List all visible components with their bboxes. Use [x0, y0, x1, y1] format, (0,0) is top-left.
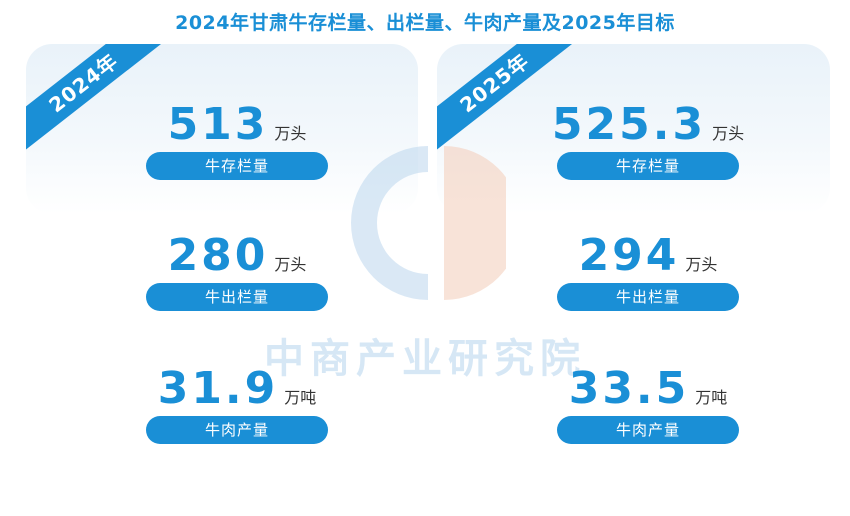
metric-value-line: 294 万头 [548, 230, 748, 281]
metric-label-pill: 牛肉产量 [557, 416, 739, 444]
metric-value: 280 [167, 230, 269, 281]
metric-2025-slaughter: 294 万头 牛出栏量 [548, 230, 748, 311]
metric-value-line: 280 万头 [137, 230, 337, 281]
metric-unit: 万头 [274, 124, 307, 143]
metric-value: 294 [578, 230, 680, 281]
metric-unit: 万吨 [695, 388, 728, 407]
page-title: 2024年甘肃牛存栏量、出栏量、牛肉产量及2025年目标 [175, 12, 675, 34]
panel-2024: 2024年 [26, 44, 418, 214]
metric-value: 31.9 [157, 363, 279, 414]
metric-2024-stock: 513 万头 牛存栏量 [137, 99, 337, 180]
metric-unit: 万头 [274, 255, 307, 274]
metric-value: 33.5 [568, 363, 690, 414]
metric-unit: 万头 [712, 124, 745, 143]
watermark-text: 中商产业研究院 [264, 336, 586, 382]
metric-2025-beef: 33.5 万吨 牛肉产量 [548, 363, 748, 444]
metric-unit: 万吨 [284, 388, 317, 407]
metric-label-pill: 牛存栏量 [557, 152, 739, 180]
metric-value-line: 513 万头 [137, 99, 337, 150]
metric-label-pill: 牛存栏量 [146, 152, 328, 180]
metric-label-pill: 牛出栏量 [146, 283, 328, 311]
metric-label-pill: 牛出栏量 [557, 283, 739, 311]
metric-2024-slaughter: 280 万头 牛出栏量 [137, 230, 337, 311]
metric-value-line: 33.5 万吨 [548, 363, 748, 414]
watermark-logo-icon [351, 146, 506, 300]
metric-unit: 万头 [685, 255, 718, 274]
metric-value: 525.3 [551, 99, 707, 150]
metric-value: 513 [167, 99, 269, 150]
metric-label-pill: 牛肉产量 [146, 416, 328, 444]
metric-2025-stock: 525.3 万头 牛存栏量 [548, 99, 748, 180]
metric-value-line: 31.9 万吨 [137, 363, 337, 414]
metric-2024-beef: 31.9 万吨 牛肉产量 [137, 363, 337, 444]
metric-value-line: 525.3 万头 [548, 99, 748, 150]
